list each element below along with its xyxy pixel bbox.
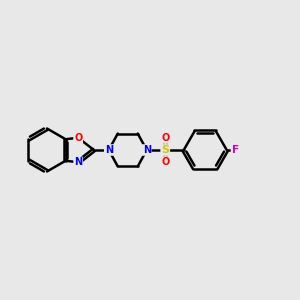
- Text: O: O: [161, 133, 170, 143]
- Text: N: N: [143, 145, 151, 155]
- Text: S: S: [161, 145, 169, 155]
- Text: N: N: [74, 157, 82, 167]
- Text: O: O: [74, 133, 82, 143]
- Text: O: O: [161, 157, 170, 167]
- Text: F: F: [232, 145, 239, 155]
- Text: N: N: [105, 145, 113, 155]
